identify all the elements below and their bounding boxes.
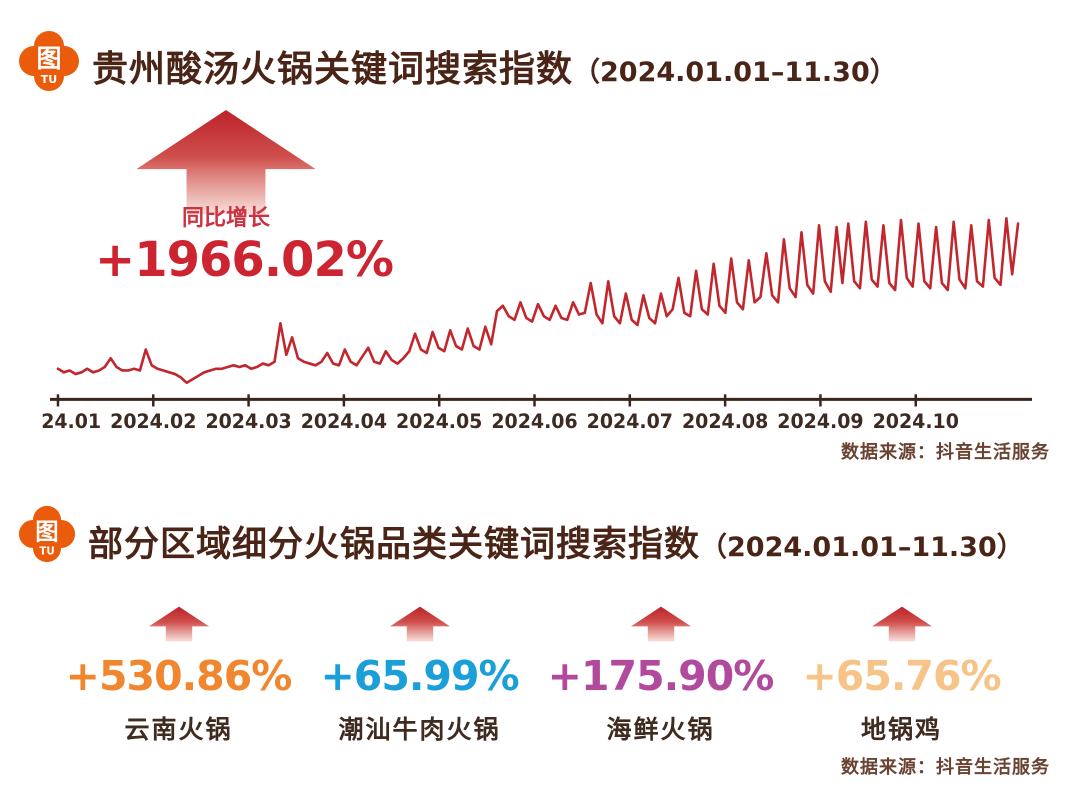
svg-text:图: 图	[36, 44, 61, 73]
x-axis-label: 2024.02	[110, 410, 196, 433]
section2-date-range: （2024.01.01–11.30）	[700, 532, 1024, 563]
trend-chart: 2024.01 2024.02 2024.03 2024.04 2024.05 2024.…	[15, 200, 1040, 436]
stat-card-yunnan-hotpot: +530.86% 云南火锅	[58, 604, 299, 746]
section1-title: 贵州酸汤火锅关键词搜索指数（2024.01.01–11.30）	[92, 40, 897, 92]
stat-label: 潮汕牛肉火锅	[338, 715, 501, 744]
x-axis-label: 2024.08	[682, 410, 768, 433]
stat-value: +65.76%	[802, 652, 1001, 700]
x-axis-label: 2024.05	[396, 410, 482, 433]
svg-text:图: 图	[35, 518, 58, 546]
section1-date-range: （2024.01.01–11.30）	[573, 57, 897, 88]
x-axis-label: 2024.03	[205, 410, 291, 433]
svg-text:TU: TU	[41, 73, 57, 86]
stat-label: 海鲜火锅	[606, 715, 715, 744]
stat-label: 地锅鸡	[860, 715, 942, 744]
yoy-growth-block: 同比增长 +1966.02%	[95, 110, 394, 288]
x-axis-label: 2024.09	[777, 410, 863, 433]
data-source-note: 数据来源：抖音生活服务	[841, 442, 1050, 463]
stat-card-seafood-hotpot: +175.90% 海鲜火锅	[540, 604, 781, 746]
search-index-line	[56, 216, 1020, 385]
stat-up-arrow-icon	[871, 606, 932, 642]
stat-label: 云南火锅	[124, 715, 233, 744]
stat-value: +65.99%	[320, 652, 519, 700]
x-axis-label: 2024.04	[301, 410, 387, 433]
stat-value: +175.90%	[547, 652, 775, 700]
x-axis-label: 2024.10	[873, 410, 959, 433]
stat-up-arrow-icon	[389, 606, 450, 642]
section2-title-text: 部分区域细分火锅品类关键词搜索指数	[88, 525, 701, 565]
growth-value: +1966.02%	[95, 232, 394, 288]
x-axis-label: 2024.01	[42, 410, 101, 433]
tu-logo-icon: 图 TU	[18, 505, 76, 563]
x-axis-label: 2024.07	[587, 410, 673, 433]
category-stats-row: +530.86% 云南火锅 +65.99% 潮汕牛肉火锅 +175.90% 海鲜…	[58, 604, 1022, 746]
stat-up-arrow-icon	[148, 606, 209, 642]
stat-up-arrow-icon	[630, 606, 691, 642]
growth-up-arrow-icon	[136, 110, 316, 214]
stat-value: +530.86%	[65, 652, 293, 700]
stat-card-chaoshan-beef-hotpot: +65.99% 潮汕牛肉火锅	[299, 604, 540, 746]
stat-card-diguoji: +65.76% 地锅鸡	[781, 604, 1022, 746]
tu-logo-icon: 图 TU	[19, 31, 79, 91]
growth-label: 同比增长	[181, 206, 270, 231]
trend-chart-svg: 2024.01 2024.02 2024.03 2024.04 2024.05 2024.…	[15, 216, 1033, 433]
x-axis-label: 2024.06	[491, 410, 577, 433]
section1-title-text: 贵州酸汤火锅关键词搜索指数	[92, 49, 574, 90]
svg-text:TU: TU	[39, 546, 54, 558]
section2-title: 部分区域细分火锅品类关键词搜索指数（2024.01.01–11.30）	[88, 516, 1024, 567]
data-source-note: 数据来源：抖音生活服务	[841, 757, 1050, 778]
